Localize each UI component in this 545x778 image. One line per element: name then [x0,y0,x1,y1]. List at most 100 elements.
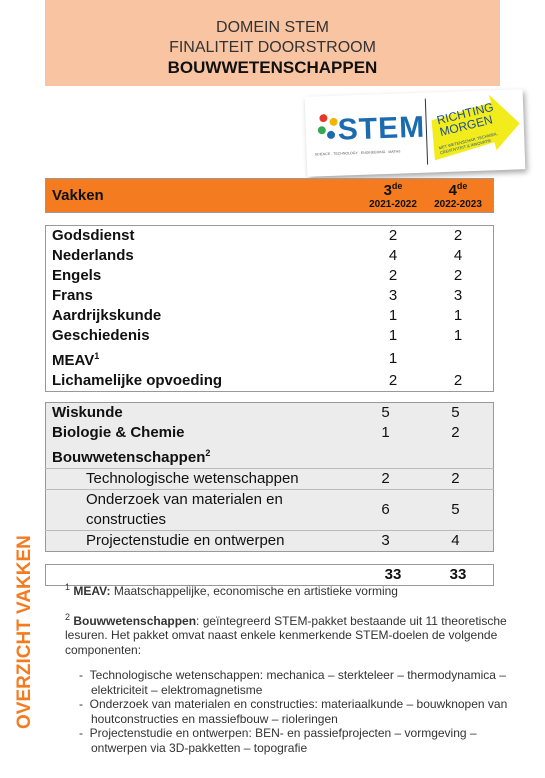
subject-name: Onderzoek van materialen en constructies [86,491,283,528]
grade-number: 4 [448,182,457,199]
subject-row: Technologische wetenschappen 2 2 [45,468,494,490]
hours [418,443,494,469]
hours: 2 [388,372,398,389]
footnote: 1 MEAV: Maatschappelijke, economische en… [65,580,530,599]
grade-header: 3de 2021-2022 [363,179,423,213]
side-label: OVERZICHT VAKKEN [14,535,35,729]
hours: 4 [388,247,398,264]
hours: 2 [451,424,460,441]
arrow [431,94,520,161]
hours: 5 [417,489,494,531]
subject-cell: Aardrijkskunde [46,306,364,326]
hours: 5 [381,404,390,421]
hours [353,443,417,469]
subject-row: Lichamelijke opvoeding 2 2 [46,371,494,392]
subject-cell: Wiskunde [46,403,354,424]
subject-name: Aardrijkskunde [52,307,162,324]
subject-cell: Frans [46,286,364,306]
hours: 1 [453,307,463,324]
footnote: 2 Bouwwetenschappen: geïntegreerd STEM-p… [65,610,530,658]
hours: 2 [417,468,494,490]
subject-group: Wiskunde 5 5 Biologie & Chemie 1 2 Bouwwetensc… [45,402,494,552]
grade: 4de [429,179,487,198]
footnote-text: : geïntegreerd STEM-pakket bestaande uit… [65,613,507,657]
header-row: Vakken 3de 2021-2022 4de 2022-2023 [46,179,494,213]
hours: 2 [353,468,418,490]
subject-cell: Geschiedenis [46,326,364,346]
header-title: BOUWWETENSCHAPPEN [167,58,378,77]
subject-row: Aardrijkskunde 1 1 [46,306,494,326]
grade-suffix: de [391,181,403,191]
footnote-list: Technologische wetenschappen: mechanica … [65,668,530,755]
grade-number: 3 [383,182,392,199]
subject-name: Projectenstudie en ontwerpen [86,532,285,549]
hours: 4 [453,247,463,264]
footnote-ref: 1 [94,351,100,361]
hours: 5 [451,404,460,421]
divider [424,98,429,165]
subject-group: Godsdienst 2 2 Nederlands 4 4 Engels 2 2 Frans 3 3 A… [45,225,494,392]
footnote-bullet: Projectenstudie en ontwerpen: BEN- en pa… [79,726,530,755]
hours: 2 [453,227,463,244]
subject-name: Biologie & Chemie [52,424,185,441]
footnotes: 1 MEAV: Maatschappelijke, economische en… [65,580,530,755]
footnote-ref: 2 [205,448,211,458]
school-year: 2021-2022 [369,199,417,210]
total-table: 33 33 [45,564,494,586]
subject-cell: MEAV1 [46,346,364,371]
subject-row: Onderzoek van materialen en constructies… [45,489,494,531]
subject-row: Frans 3 3 [46,286,494,306]
total-hours: 33 [449,566,467,583]
hours: 1 [453,327,463,344]
total-hours: 33 [384,566,402,583]
header-line: DOMEIN STEM [216,19,329,36]
subject-name: Wiskunde [52,404,123,421]
subject-cell: Lichamelijke opvoeding [46,371,364,392]
header: DOMEIN STEM FINALITEIT DOORSTROOM BOUWWE… [45,0,500,86]
subject-name: Frans [52,287,93,304]
subject-row: Biologie & Chemie 1 2 [46,423,494,443]
subject-name: Godsdienst [52,227,135,244]
subject-name: Nederlands [52,247,134,264]
table: Vakken 3de 2021-2022 4de 2022-2023 Godsdienst… [45,178,494,586]
hours: 2 [453,372,463,389]
table-header: Vakken 3de 2021-2022 4de 2022-2023 [45,178,494,213]
footnote-bullet: Onderzoek van materialen en constructies… [79,697,530,726]
subject-name: Engels [52,267,102,284]
hours: 6 [353,489,418,531]
subject-row: Engels 2 2 [46,266,494,286]
subject-cell: Engels [46,266,364,286]
subject-row: Bouwwetenschappen2 [46,443,494,469]
grade-suffix: de [456,181,468,191]
grade: 3de [369,179,417,198]
subject-row: Geschiedenis 1 1 [46,326,494,346]
subject-cell: Onderzoek van materialen en constructies [45,489,354,531]
hours: 1 [388,327,398,344]
column-label: Vakken [52,186,104,204]
subject-name: Technologische wetenschappen [86,470,299,487]
hours: 1 [388,349,398,367]
subject-cell: Technologische wetenschappen [45,468,354,490]
footnote-bullet: Technologische wetenschappen: mechanica … [79,668,530,697]
header-line: FINALITEIT DOORSTROOM [169,39,376,56]
subject-cell: Nederlands [46,246,364,266]
hours: 2 [453,267,463,284]
footnote-number: 1 [65,582,71,592]
footnote-number: 2 [65,611,71,622]
hours: 1 [388,307,398,324]
hours: 3 [453,287,463,304]
hours: 1 [381,424,390,441]
subject-name: MEAV [52,352,95,369]
stem-logo: STEM [337,110,426,147]
subject-cell: Projectenstudie en ontwerpen [45,530,354,552]
grade-header: 4de 2022-2023 [423,179,494,213]
footnote-text: Maatschappelijke, economische en artisti… [110,584,398,598]
subject-row: Wiskunde 5 5 [46,403,494,424]
footnote-term: Bouwwetenschappen [73,613,197,628]
footnote-term: MEAV: [73,584,111,598]
hours: 3 [388,287,398,304]
subject-row: Nederlands 4 4 [46,246,494,266]
hours: 3 [353,530,418,552]
